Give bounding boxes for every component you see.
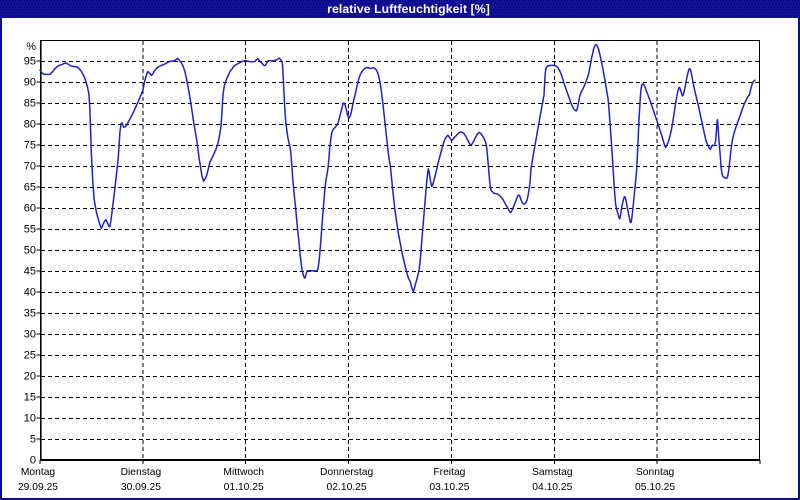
svg-text:05.10.25: 05.10.25	[635, 482, 675, 493]
svg-text:70: 70	[24, 161, 36, 173]
svg-text:29.09.25: 29.09.25	[18, 482, 58, 493]
svg-text:35: 35	[24, 308, 36, 320]
svg-text:85: 85	[24, 98, 36, 110]
svg-text:65: 65	[24, 182, 36, 194]
svg-text:95: 95	[24, 56, 36, 68]
svg-text:Montag: Montag	[21, 467, 56, 478]
svg-text:5: 5	[30, 434, 36, 446]
svg-text:60: 60	[24, 203, 36, 215]
svg-text:80: 80	[24, 119, 36, 131]
svg-text:Mittwoch: Mittwoch	[223, 467, 264, 478]
svg-text:Freitag: Freitag	[433, 467, 465, 478]
svg-text:20: 20	[24, 371, 36, 383]
svg-text:75: 75	[24, 140, 36, 152]
svg-text:%: %	[26, 41, 36, 53]
svg-text:Sonntag: Sonntag	[636, 467, 675, 478]
svg-text:40: 40	[24, 287, 36, 299]
svg-text:30.09.25: 30.09.25	[121, 482, 161, 493]
svg-text:03.10.25: 03.10.25	[429, 482, 469, 493]
svg-text:01.10.25: 01.10.25	[224, 482, 264, 493]
svg-text:15: 15	[24, 392, 36, 404]
svg-text:10: 10	[24, 413, 36, 425]
svg-text:Donnerstag: Donnerstag	[320, 467, 374, 478]
svg-text:55: 55	[24, 224, 36, 236]
svg-text:Samstag: Samstag	[532, 467, 573, 478]
svg-text:90: 90	[24, 77, 36, 89]
svg-text:45: 45	[24, 266, 36, 278]
svg-text:50: 50	[24, 245, 36, 257]
svg-text:Dienstag: Dienstag	[121, 467, 162, 478]
svg-text:02.10.25: 02.10.25	[327, 482, 367, 493]
svg-text:30: 30	[24, 329, 36, 341]
svg-text:04.10.25: 04.10.25	[532, 482, 572, 493]
svg-text:25: 25	[24, 350, 36, 362]
svg-text:0: 0	[30, 455, 36, 467]
